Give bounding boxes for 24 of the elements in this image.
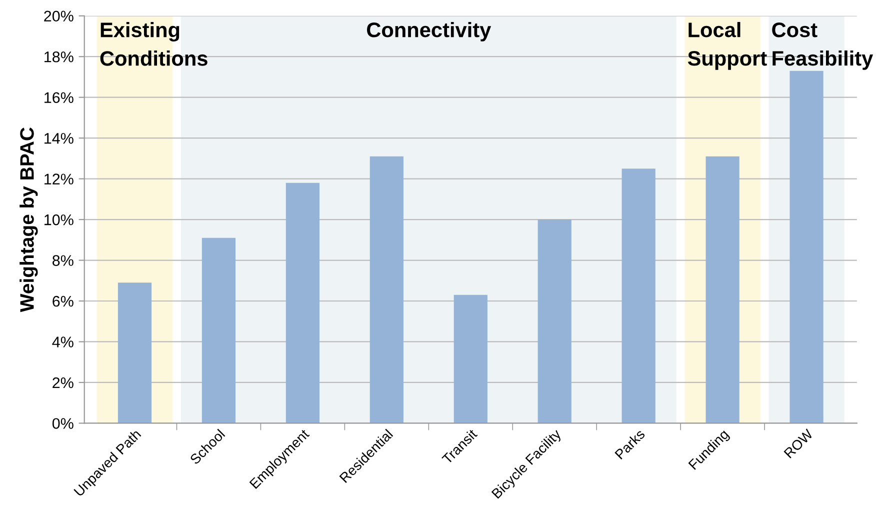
- y-tick-label: 8%: [52, 255, 74, 266]
- y-tick-label: 0%: [52, 418, 74, 429]
- y-axis-title: Weightage by BPAC: [20, 128, 38, 312]
- y-tick-label: 2%: [52, 377, 74, 388]
- y-tick-label: 18%: [44, 51, 74, 62]
- y-tick-label: 10%: [44, 214, 74, 226]
- band-label: Connectivity: [367, 22, 492, 42]
- y-tick-label: 12%: [44, 174, 74, 184]
- y-tick-label: 6%: [52, 296, 74, 307]
- band-label: Existing Conditions: [100, 22, 208, 66]
- bar: [538, 220, 572, 424]
- y-tick-label: 20%: [44, 10, 74, 22]
- bar: [622, 168, 656, 424]
- bar: [118, 282, 152, 424]
- band-label: Local Support: [688, 22, 767, 70]
- bar: [706, 156, 740, 424]
- bar: [202, 238, 236, 424]
- band-label: Cost Feasibility: [772, 22, 874, 70]
- y-tick-label: 4%: [52, 336, 74, 348]
- y-tick-label: 14%: [44, 133, 74, 144]
- y-tick-label: 16%: [44, 92, 74, 104]
- bar: [286, 182, 320, 424]
- bar: [370, 156, 404, 424]
- bar: [454, 294, 488, 424]
